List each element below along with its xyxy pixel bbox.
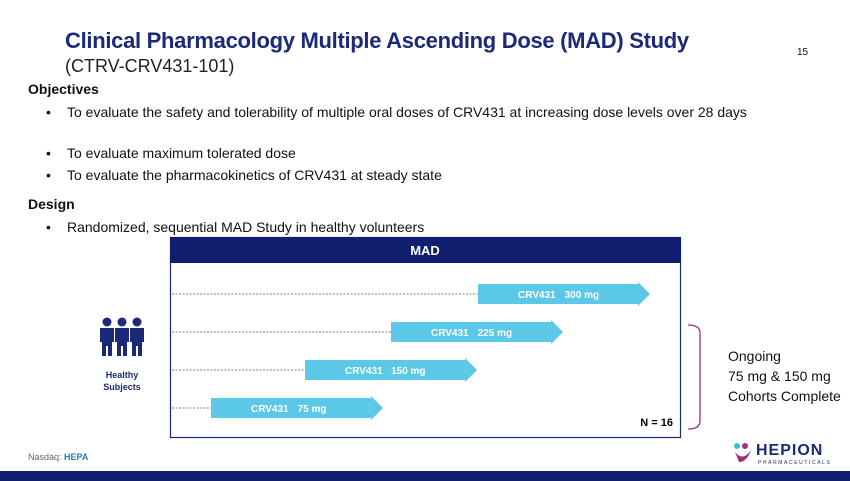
objectives-heading: Objectives <box>28 81 99 97</box>
drug: CRV431 <box>518 290 556 301</box>
bracket <box>687 324 701 430</box>
bullet: Randomized, sequential MAD Study in heal… <box>46 218 757 237</box>
bottom-bar <box>0 471 850 481</box>
arrow <box>211 396 383 420</box>
bullet: To evaluate the pharmacokinetics of CRV4… <box>46 166 757 185</box>
arrow <box>391 320 563 344</box>
n-label: N = 16 <box>640 417 673 429</box>
subtitle: (CTRV-CRV431-101) <box>65 56 235 76</box>
arm-label: CRV431 225 mg <box>431 328 512 339</box>
subjects-label: Healthy Subjects <box>103 370 141 392</box>
footer-exchange: Nasdaq: HEPA <box>28 452 89 462</box>
dose: 150 mg <box>391 366 425 377</box>
logo-sub: PHARMACEUTICALS <box>758 460 831 466</box>
exchange: Nasdaq: <box>28 452 62 462</box>
bullet: To evaluate the safety and tolerability … <box>46 103 757 122</box>
dose: 75 mg <box>298 404 327 415</box>
page-number: 15 <box>797 47 809 58</box>
arrow <box>305 358 477 382</box>
drug: CRV431 <box>345 366 383 377</box>
status-line: 75 mg & 150 mg <box>728 368 831 384</box>
arm-label: CRV431 150 mg <box>345 366 426 377</box>
drug: CRV431 <box>431 328 469 339</box>
bullet: To evaluate maximum tolerated dose <box>46 144 757 163</box>
drug: CRV431 <box>251 404 289 415</box>
arm-label: CRV431 75 mg <box>251 404 327 415</box>
title: Clinical Pharmacology Multiple Ascending… <box>65 28 689 53</box>
logo: HEPION PHARMACEUTICALS <box>734 442 831 466</box>
logo-text: HEPION <box>756 442 823 459</box>
ticker: HEPA <box>64 452 89 462</box>
design-heading: Design <box>28 196 75 212</box>
status-line: Ongoing <box>728 348 781 364</box>
dose: 300 mg <box>565 290 599 301</box>
mad-header <box>170 237 681 263</box>
arm-label: CRV431 300 mg <box>518 290 599 301</box>
people-icon <box>100 317 144 356</box>
mad-header-text: MAD <box>410 243 440 258</box>
status: Ongoing 75 mg & 150 mg Cohorts Complete <box>728 348 841 404</box>
arrow <box>478 282 650 306</box>
dose: 225 mg <box>478 328 512 339</box>
status-line: Cohorts Complete <box>728 388 841 404</box>
